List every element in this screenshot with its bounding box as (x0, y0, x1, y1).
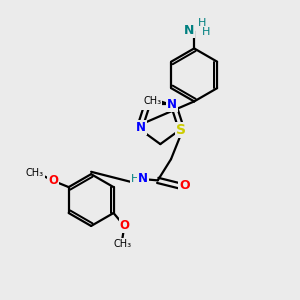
Text: CH₃: CH₃ (143, 96, 161, 106)
Text: O: O (179, 179, 190, 192)
Text: H: H (202, 27, 211, 37)
Text: N: N (141, 96, 151, 109)
Text: N: N (167, 98, 177, 111)
Text: O: O (48, 174, 59, 187)
Text: H: H (131, 174, 139, 184)
Text: CH₃: CH₃ (113, 239, 131, 249)
Text: CH₃: CH₃ (26, 168, 44, 178)
Text: N: N (138, 172, 148, 185)
Text: O: O (120, 219, 130, 232)
Text: N: N (136, 121, 146, 134)
Text: H: H (198, 18, 207, 28)
Text: N: N (184, 24, 194, 37)
Text: S: S (176, 123, 186, 137)
